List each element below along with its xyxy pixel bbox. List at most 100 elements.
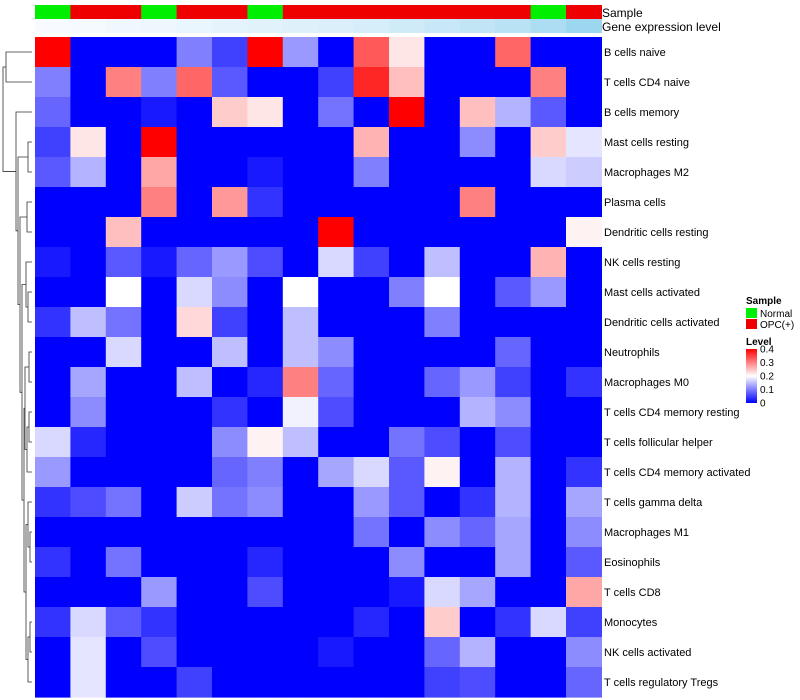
heatmap-cell bbox=[35, 67, 71, 98]
heatmap-cell bbox=[105, 127, 142, 158]
heatmap-cell bbox=[424, 97, 461, 128]
heatmap-cell bbox=[353, 97, 390, 128]
gene-expression-annotation-cell bbox=[424, 19, 461, 33]
heatmap-cell bbox=[530, 307, 567, 338]
heatmap-cell bbox=[35, 127, 71, 158]
row-label: Dendritic cells resting bbox=[604, 227, 709, 239]
heatmap-cell bbox=[35, 97, 71, 128]
heatmap-cell bbox=[389, 637, 425, 668]
heatmap-cell bbox=[247, 517, 284, 548]
heatmap-cell bbox=[282, 127, 319, 158]
dendrogram-branch bbox=[29, 621, 32, 653]
heatmap-cell bbox=[105, 427, 142, 458]
heatmap-cell bbox=[141, 547, 178, 578]
row-label: NK cells activated bbox=[604, 647, 691, 659]
heatmap-cell bbox=[495, 97, 532, 128]
heatmap-cell bbox=[70, 217, 107, 248]
heatmap-cell bbox=[176, 577, 213, 608]
heatmap-cell bbox=[318, 487, 355, 518]
sample-annotation-cell bbox=[566, 5, 602, 19]
heatmap-cell bbox=[282, 667, 319, 698]
row-label: Macrophages M1 bbox=[604, 527, 689, 539]
heatmap-cell bbox=[318, 457, 355, 488]
heatmap-cell bbox=[389, 667, 425, 698]
dendrogram-branch bbox=[25, 261, 32, 308]
heatmap-cell bbox=[176, 637, 213, 668]
heatmap-cell bbox=[247, 367, 284, 398]
dendrogram-branch bbox=[26, 426, 32, 473]
gene-expression-annotation-cell bbox=[389, 19, 425, 33]
heatmap-cell bbox=[70, 607, 107, 638]
heatmap-cell bbox=[176, 667, 213, 698]
heatmap-cell bbox=[212, 37, 248, 68]
gene-expression-annotation-cell bbox=[318, 19, 355, 33]
heatmap-cell bbox=[530, 247, 567, 278]
heatmap-cell bbox=[495, 457, 532, 488]
dendrogram-branch bbox=[28, 351, 32, 383]
heatmap-cell bbox=[495, 427, 532, 458]
heatmap-cell bbox=[318, 127, 355, 158]
heatmap-cell bbox=[105, 517, 142, 548]
heatmap-cell bbox=[566, 67, 602, 98]
heatmap-cell bbox=[247, 127, 284, 158]
heatmap-cell bbox=[176, 37, 213, 68]
heatmap-cell bbox=[282, 157, 319, 188]
heatmap-cell bbox=[459, 397, 496, 428]
heatmap-cell bbox=[141, 397, 178, 428]
heatmap-cell bbox=[566, 217, 602, 248]
column-annotation-bars bbox=[35, 5, 602, 33]
heatmap-cell bbox=[495, 337, 532, 368]
heatmap-cell bbox=[176, 217, 213, 248]
heatmap-cell bbox=[105, 307, 142, 338]
heatmap-cell bbox=[105, 487, 142, 518]
heatmap-cell bbox=[353, 247, 390, 278]
heatmap-cell bbox=[141, 487, 178, 518]
heatmap-cell bbox=[318, 97, 355, 128]
legend: Sample Normal OPC(+) Level 0.4 0.3 0.2 0.1 0 bbox=[746, 296, 794, 410]
sample-annotation-cell bbox=[105, 5, 142, 19]
heatmap-cell bbox=[566, 547, 602, 578]
heatmap-cell bbox=[459, 337, 496, 368]
heatmap-cell bbox=[105, 457, 142, 488]
heatmap-cell bbox=[282, 577, 319, 608]
sample-annotation-cell bbox=[389, 5, 425, 19]
row-label: Neutrophils bbox=[604, 347, 660, 359]
heatmap-cell bbox=[389, 517, 425, 548]
heatmap-cell bbox=[282, 337, 319, 368]
heatmap-cell bbox=[176, 187, 213, 218]
heatmap-cell bbox=[318, 517, 355, 548]
heatmap-cell bbox=[212, 97, 248, 128]
gene-expression-annotation-cell bbox=[176, 19, 213, 33]
heatmap-cell bbox=[495, 187, 532, 218]
heatmap-cell bbox=[353, 397, 390, 428]
heatmap-cell bbox=[247, 337, 284, 368]
heatmap-cell bbox=[566, 277, 602, 308]
heatmap-cell bbox=[141, 277, 178, 308]
heatmap-cell bbox=[424, 637, 461, 668]
heatmap-cell bbox=[566, 247, 602, 278]
gene-expression-annotation-cell bbox=[495, 19, 532, 33]
legend-normal-label: Normal bbox=[760, 309, 792, 320]
row-label: B cells naive bbox=[604, 47, 666, 59]
heatmap-cell bbox=[141, 367, 178, 398]
row-label: T cells gamma delta bbox=[604, 497, 703, 509]
heatmap-cell bbox=[459, 577, 496, 608]
heatmap-cell bbox=[141, 247, 178, 278]
heatmap-cell bbox=[282, 217, 319, 248]
heatmap-cell bbox=[212, 307, 248, 338]
gene-expression-annotation-cell bbox=[247, 19, 284, 33]
heatmap-cell bbox=[35, 37, 71, 68]
heatmap-cell bbox=[247, 187, 284, 218]
heatmap-cell bbox=[566, 157, 602, 188]
gene-expression-annotation-label: Gene expression level bbox=[602, 20, 721, 34]
heatmap-cell bbox=[35, 547, 71, 578]
heatmap-cell bbox=[566, 397, 602, 428]
heatmap-cell bbox=[424, 427, 461, 458]
dendrogram-branch bbox=[17, 156, 28, 306]
heatmap-cell bbox=[318, 427, 355, 458]
legend-level-tick: 0 bbox=[760, 399, 766, 410]
heatmap-cell bbox=[105, 187, 142, 218]
heatmap-cell bbox=[495, 397, 532, 428]
heatmap-cell bbox=[70, 67, 107, 98]
heatmap-cell bbox=[282, 247, 319, 278]
